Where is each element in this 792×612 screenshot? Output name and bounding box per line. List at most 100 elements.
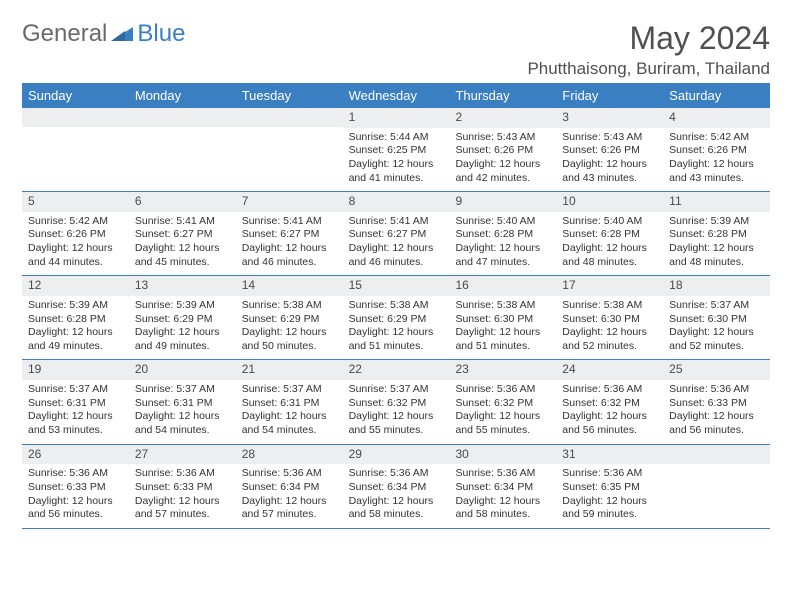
day-header: Friday <box>556 83 663 108</box>
cell-body: Sunrise: 5:38 AMSunset: 6:30 PMDaylight:… <box>556 296 663 360</box>
daylight-text: Daylight: 12 hours and 41 minutes. <box>349 158 444 185</box>
day-number: 9 <box>449 192 556 212</box>
calendar-cell: 6Sunrise: 5:41 AMSunset: 6:27 PMDaylight… <box>129 192 236 275</box>
day-number: 18 <box>663 276 770 296</box>
sunrise-text: Sunrise: 5:36 AM <box>562 383 657 397</box>
sunrise-text: Sunrise: 5:39 AM <box>135 299 230 313</box>
calendar-cell: 28Sunrise: 5:36 AMSunset: 6:34 PMDayligh… <box>236 445 343 528</box>
sunset-text: Sunset: 6:34 PM <box>242 481 337 495</box>
sunrise-text: Sunrise: 5:39 AM <box>28 299 123 313</box>
day-number: 2 <box>449 108 556 128</box>
cell-body: Sunrise: 5:39 AMSunset: 6:29 PMDaylight:… <box>129 296 236 360</box>
daylight-text: Daylight: 12 hours and 52 minutes. <box>562 326 657 353</box>
cell-body: Sunrise: 5:42 AMSunset: 6:26 PMDaylight:… <box>22 212 129 276</box>
sunset-text: Sunset: 6:34 PM <box>455 481 550 495</box>
logo-text-general: General <box>22 20 107 48</box>
cell-body: Sunrise: 5:39 AMSunset: 6:28 PMDaylight:… <box>663 212 770 276</box>
day-number: 16 <box>449 276 556 296</box>
daylight-text: Daylight: 12 hours and 49 minutes. <box>28 326 123 353</box>
day-number <box>129 108 236 127</box>
day-header: Thursday <box>449 83 556 108</box>
page-header: General Blue May 2024 Phutthaisong, Buri… <box>22 20 770 79</box>
day-number: 1 <box>343 108 450 128</box>
cell-body: Sunrise: 5:43 AMSunset: 6:26 PMDaylight:… <box>449 128 556 192</box>
cell-body: Sunrise: 5:37 AMSunset: 6:31 PMDaylight:… <box>22 380 129 444</box>
sunrise-text: Sunrise: 5:36 AM <box>28 467 123 481</box>
day-number: 10 <box>556 192 663 212</box>
sunrise-text: Sunrise: 5:37 AM <box>349 383 444 397</box>
calendar-cell: 13Sunrise: 5:39 AMSunset: 6:29 PMDayligh… <box>129 276 236 359</box>
title-block: May 2024 Phutthaisong, Buriram, Thailand <box>527 20 770 79</box>
calendar-cell: 7Sunrise: 5:41 AMSunset: 6:27 PMDaylight… <box>236 192 343 275</box>
sunset-text: Sunset: 6:32 PM <box>349 397 444 411</box>
cell-body: Sunrise: 5:36 AMSunset: 6:34 PMDaylight:… <box>236 464 343 528</box>
sunset-text: Sunset: 6:27 PM <box>349 228 444 242</box>
day-number <box>22 108 129 127</box>
sunrise-text: Sunrise: 5:40 AM <box>562 215 657 229</box>
calendar-cell: 1Sunrise: 5:44 AMSunset: 6:25 PMDaylight… <box>343 108 450 191</box>
cell-body: Sunrise: 5:36 AMSunset: 6:33 PMDaylight:… <box>22 464 129 528</box>
calendar-cell: 24Sunrise: 5:36 AMSunset: 6:32 PMDayligh… <box>556 360 663 443</box>
day-header: Tuesday <box>236 83 343 108</box>
calendar-cell: 5Sunrise: 5:42 AMSunset: 6:26 PMDaylight… <box>22 192 129 275</box>
daylight-text: Daylight: 12 hours and 42 minutes. <box>455 158 550 185</box>
cell-body: Sunrise: 5:36 AMSunset: 6:32 PMDaylight:… <box>449 380 556 444</box>
sunset-text: Sunset: 6:31 PM <box>135 397 230 411</box>
daylight-text: Daylight: 12 hours and 49 minutes. <box>135 326 230 353</box>
daylight-text: Daylight: 12 hours and 47 minutes. <box>455 242 550 269</box>
day-number: 11 <box>663 192 770 212</box>
day-number: 27 <box>129 445 236 465</box>
calendar-cell <box>22 108 129 191</box>
calendar-cell: 30Sunrise: 5:36 AMSunset: 6:34 PMDayligh… <box>449 445 556 528</box>
cell-body: Sunrise: 5:41 AMSunset: 6:27 PMDaylight:… <box>343 212 450 276</box>
day-number: 31 <box>556 445 663 465</box>
sunrise-text: Sunrise: 5:43 AM <box>562 131 657 145</box>
sunset-text: Sunset: 6:33 PM <box>669 397 764 411</box>
day-number: 8 <box>343 192 450 212</box>
calendar-cell: 3Sunrise: 5:43 AMSunset: 6:26 PMDaylight… <box>556 108 663 191</box>
day-number: 23 <box>449 360 556 380</box>
cell-body: Sunrise: 5:41 AMSunset: 6:27 PMDaylight:… <box>236 212 343 276</box>
calendar-cell: 17Sunrise: 5:38 AMSunset: 6:30 PMDayligh… <box>556 276 663 359</box>
calendar-cell: 2Sunrise: 5:43 AMSunset: 6:26 PMDaylight… <box>449 108 556 191</box>
calendar-cell: 8Sunrise: 5:41 AMSunset: 6:27 PMDaylight… <box>343 192 450 275</box>
daylight-text: Daylight: 12 hours and 51 minutes. <box>349 326 444 353</box>
sunset-text: Sunset: 6:32 PM <box>562 397 657 411</box>
calendar-cell: 14Sunrise: 5:38 AMSunset: 6:29 PMDayligh… <box>236 276 343 359</box>
day-number: 28 <box>236 445 343 465</box>
day-number: 17 <box>556 276 663 296</box>
calendar-week: 12Sunrise: 5:39 AMSunset: 6:28 PMDayligh… <box>22 276 770 360</box>
calendar-cell: 9Sunrise: 5:40 AMSunset: 6:28 PMDaylight… <box>449 192 556 275</box>
sunset-text: Sunset: 6:28 PM <box>28 313 123 327</box>
day-number: 26 <box>22 445 129 465</box>
calendar-cell: 12Sunrise: 5:39 AMSunset: 6:28 PMDayligh… <box>22 276 129 359</box>
sunset-text: Sunset: 6:27 PM <box>242 228 337 242</box>
sunrise-text: Sunrise: 5:41 AM <box>349 215 444 229</box>
daylight-text: Daylight: 12 hours and 58 minutes. <box>455 495 550 522</box>
sunrise-text: Sunrise: 5:36 AM <box>455 383 550 397</box>
sunset-text: Sunset: 6:33 PM <box>135 481 230 495</box>
daylight-text: Daylight: 12 hours and 48 minutes. <box>562 242 657 269</box>
daylight-text: Daylight: 12 hours and 58 minutes. <box>349 495 444 522</box>
sunset-text: Sunset: 6:30 PM <box>669 313 764 327</box>
daylight-text: Daylight: 12 hours and 51 minutes. <box>455 326 550 353</box>
sunset-text: Sunset: 6:26 PM <box>28 228 123 242</box>
calendar-week: 1Sunrise: 5:44 AMSunset: 6:25 PMDaylight… <box>22 108 770 192</box>
calendar-cell: 25Sunrise: 5:36 AMSunset: 6:33 PMDayligh… <box>663 360 770 443</box>
calendar-cell: 22Sunrise: 5:37 AMSunset: 6:32 PMDayligh… <box>343 360 450 443</box>
day-number: 24 <box>556 360 663 380</box>
logo-text-blue: Blue <box>137 20 185 48</box>
sunrise-text: Sunrise: 5:37 AM <box>242 383 337 397</box>
sunrise-text: Sunrise: 5:44 AM <box>349 131 444 145</box>
day-header: Saturday <box>663 83 770 108</box>
calendar-body: 1Sunrise: 5:44 AMSunset: 6:25 PMDaylight… <box>22 108 770 529</box>
cell-body: Sunrise: 5:38 AMSunset: 6:29 PMDaylight:… <box>343 296 450 360</box>
cell-body: Sunrise: 5:42 AMSunset: 6:26 PMDaylight:… <box>663 128 770 192</box>
cell-body: Sunrise: 5:39 AMSunset: 6:28 PMDaylight:… <box>22 296 129 360</box>
daylight-text: Daylight: 12 hours and 50 minutes. <box>242 326 337 353</box>
sunrise-text: Sunrise: 5:40 AM <box>455 215 550 229</box>
day-number: 14 <box>236 276 343 296</box>
sunset-text: Sunset: 6:34 PM <box>349 481 444 495</box>
sunrise-text: Sunrise: 5:41 AM <box>242 215 337 229</box>
calendar-week: 5Sunrise: 5:42 AMSunset: 6:26 PMDaylight… <box>22 192 770 276</box>
